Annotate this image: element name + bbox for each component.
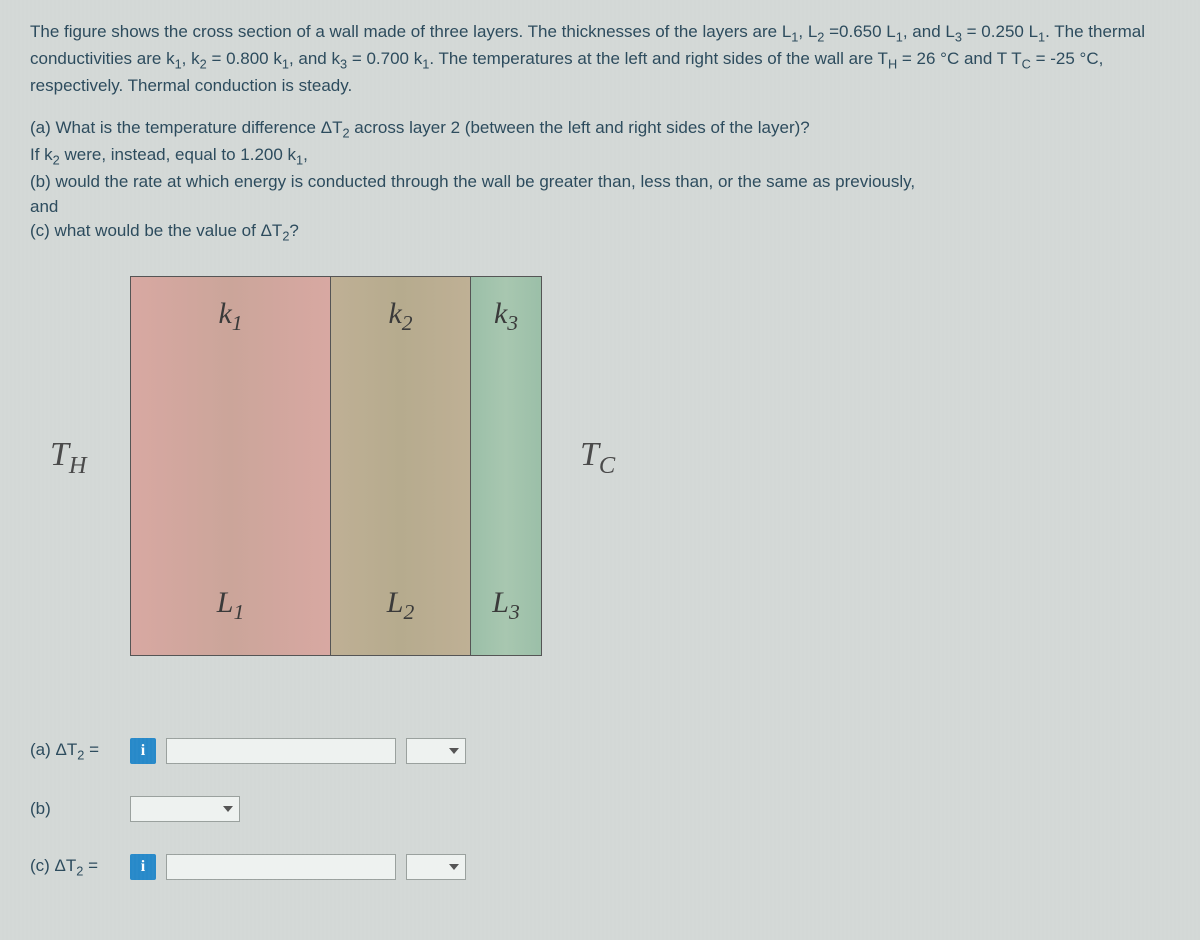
qc2: ? — [289, 221, 298, 240]
info-icon[interactable]: i — [130, 854, 156, 880]
th-sub: H — [69, 452, 87, 479]
qa2: across layer 2 (between the left and rig… — [350, 118, 810, 137]
answer-c-label: (c) ΔT2 = — [30, 856, 120, 878]
wall-diagram: TH TC k1 L1 k2 L2 k3 L3 — [50, 276, 750, 676]
t: , and L — [903, 22, 955, 41]
answer-c-input[interactable] — [166, 854, 396, 880]
layer-2-L: L2 — [387, 586, 414, 625]
qb: (b) would the rate at which energy is co… — [30, 172, 915, 191]
questions: (a) What is the temperature difference Δ… — [30, 116, 1170, 246]
answer-row-c: (c) ΔT2 = i — [30, 852, 1170, 882]
t: = 0.800 k — [207, 49, 282, 68]
t: The figure shows the cross section of a … — [30, 22, 791, 41]
layers-group: k1 L1 k2 L2 k3 L3 — [130, 276, 542, 656]
if2: were, instead, equal to 1.200 k — [60, 145, 296, 164]
label-tc: TC — [580, 436, 615, 480]
problem-statement: The figure shows the cross section of a … — [30, 20, 1170, 98]
layer-2-k: k2 — [388, 297, 412, 336]
label-th: TH — [50, 436, 87, 480]
and: and — [30, 197, 58, 216]
tc-sub: C — [599, 452, 615, 479]
qc: (c) what would be the value of ΔT — [30, 221, 282, 240]
layer-3-k: k3 — [494, 297, 518, 336]
layer-1: k1 L1 — [131, 277, 331, 655]
answer-a-unit-select[interactable] — [406, 738, 466, 764]
answer-b-select[interactable] — [130, 796, 240, 822]
chevron-down-icon — [223, 806, 233, 812]
answer-area: (a) ΔT2 = i (b) (c) ΔT2 = i — [30, 736, 1170, 882]
answer-a-input[interactable] — [166, 738, 396, 764]
answer-a-label: (a) ΔT2 = — [30, 740, 120, 762]
qa: (a) What is the temperature difference Δ… — [30, 118, 342, 137]
answer-row-b: (b) — [30, 794, 1170, 824]
answer-b-label: (b) — [30, 799, 120, 819]
t: , L — [798, 22, 817, 41]
info-icon[interactable]: i — [130, 738, 156, 764]
answer-c-unit-select[interactable] — [406, 854, 466, 880]
tc-t: T — [580, 436, 599, 473]
th-t: T — [50, 436, 69, 473]
chevron-down-icon — [449, 864, 459, 870]
t: . The temperatures at the left and right… — [429, 49, 888, 68]
t: =0.650 L — [824, 22, 895, 41]
layer-1-k: k1 — [218, 297, 242, 336]
if: If k — [30, 145, 53, 164]
t: = 0.700 k — [347, 49, 422, 68]
layer-3: k3 L3 — [471, 277, 541, 655]
t: , k — [182, 49, 200, 68]
t: = 26 °C and T — [897, 49, 1007, 68]
t: = 0.250 L — [962, 22, 1038, 41]
t: , and k — [289, 49, 340, 68]
if3: , — [303, 145, 308, 164]
layer-3-L: L3 — [492, 586, 519, 625]
layer-1-L: L1 — [217, 586, 244, 625]
chevron-down-icon — [449, 748, 459, 754]
layer-2: k2 L2 — [331, 277, 471, 655]
answer-row-a: (a) ΔT2 = i — [30, 736, 1170, 766]
